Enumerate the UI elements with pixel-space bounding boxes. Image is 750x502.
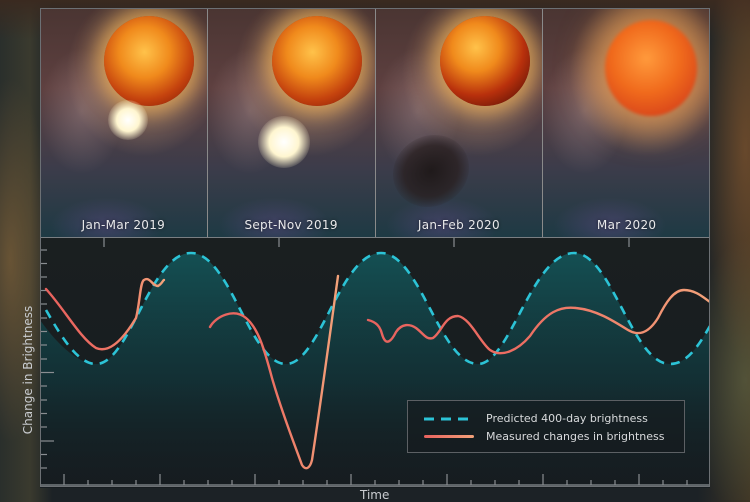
legend-item-predicted: Predicted 400-day brightness xyxy=(424,412,648,425)
star-icon xyxy=(271,16,362,106)
x-axis-label: Time xyxy=(360,488,390,502)
panel-label: Sept-Nov 2019 xyxy=(244,218,338,232)
flare-icon xyxy=(108,100,148,140)
y-axis-ticks xyxy=(40,249,54,469)
panel-label: Mar 2020 xyxy=(596,218,657,232)
predicted-brightness-line xyxy=(44,251,710,366)
star-icon xyxy=(104,16,194,106)
image-panels: Jan-Mar 2019 Sept-Nov 2019 Jan-Feb 2020 … xyxy=(40,8,710,237)
top-ticks xyxy=(103,238,630,247)
legend-label-predicted: Predicted 400-day brightness xyxy=(486,412,648,425)
solid-line-swatch-icon xyxy=(424,435,474,438)
dimmed-star-icon xyxy=(605,20,698,116)
legend-label-measured: Measured changes in brightness xyxy=(486,430,665,443)
flare-icon xyxy=(257,116,310,168)
legend-item-measured: Measured changes in brightness xyxy=(424,430,665,443)
panel-label: Jan-Feb 2020 xyxy=(417,218,500,232)
star-icon xyxy=(439,16,530,106)
y-axis-label: Change in Brightness xyxy=(21,305,35,435)
panel-sept-nov-2019: Sept-Nov 2019 xyxy=(207,8,376,237)
chart-legend: Predicted 400-day brightness Measured ch… xyxy=(407,400,685,453)
measured-brightness-line xyxy=(44,274,710,470)
panel-jan-feb-2020: Jan-Feb 2020 xyxy=(375,8,544,237)
panel-label: Jan-Mar 2019 xyxy=(81,218,166,232)
figure-frame xyxy=(40,8,710,487)
panel-mar-2020: Mar 2020 xyxy=(543,8,710,237)
dashed-line-swatch-icon xyxy=(424,417,474,420)
x-axis xyxy=(40,474,710,486)
panel-jan-mar-2019: Jan-Mar 2019 xyxy=(40,8,208,237)
